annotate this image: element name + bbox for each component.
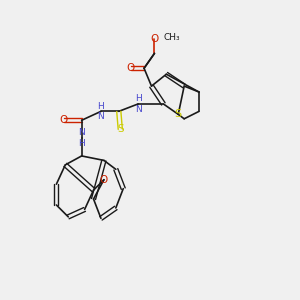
- Text: H
N: H N: [98, 102, 104, 121]
- Text: O: O: [100, 175, 108, 185]
- Text: O: O: [150, 34, 159, 44]
- Text: H
N: H N: [135, 94, 142, 114]
- Text: S: S: [175, 109, 182, 119]
- Text: O: O: [60, 115, 68, 125]
- Text: O: O: [127, 63, 135, 73]
- Text: N
H: N H: [78, 128, 85, 148]
- Text: CH₃: CH₃: [164, 33, 180, 42]
- Text: S: S: [117, 124, 124, 134]
